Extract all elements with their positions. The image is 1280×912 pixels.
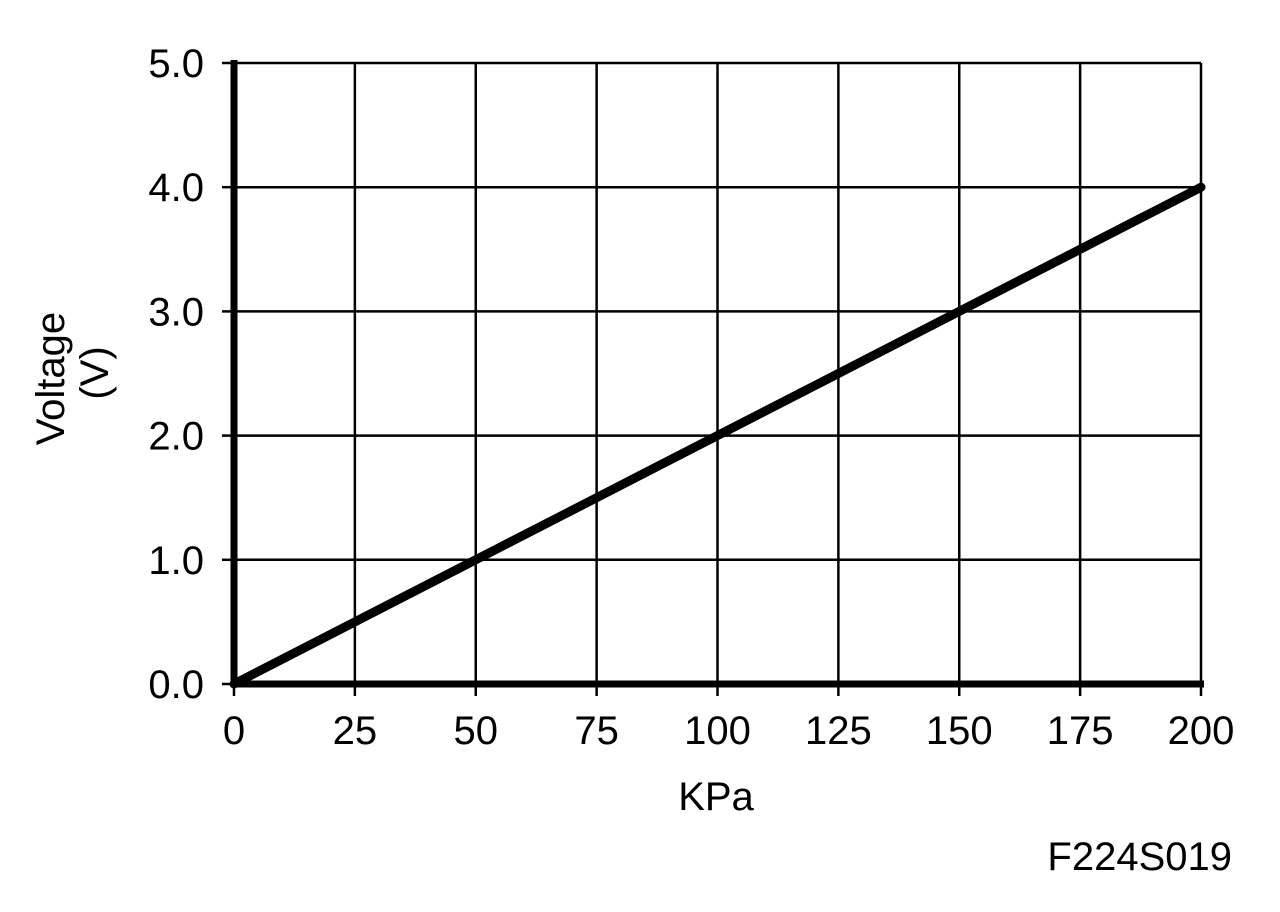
x-tick-label: 125 (805, 709, 872, 753)
y-tick-label: 2.0 (148, 415, 204, 459)
y-axis-title: Voltage (V) (29, 301, 117, 446)
series-line-0 (229, 182, 1206, 689)
y-tick-label: 5.0 (148, 42, 204, 86)
y-tick-label: 0.0 (148, 663, 204, 707)
x-axis-title: KPa (678, 775, 754, 819)
y-axis-title-line-2: (V) (73, 346, 117, 399)
x-tick-label: 150 (926, 709, 993, 753)
y-tick-labels: 0.0 1.0 2.0 3.0 4.0 5.0 (148, 42, 204, 707)
x-tick-label: 175 (1047, 709, 1114, 753)
y-tick-label: 4.0 (148, 166, 204, 210)
y-tick-label: 3.0 (148, 290, 204, 334)
figure-id: F224S019 (1047, 835, 1232, 879)
y-axis-title-line-1: Voltage (29, 312, 73, 445)
grid (234, 61, 1203, 684)
axes (222, 60, 1204, 696)
x-tick-label: 75 (574, 709, 619, 753)
series-layer (229, 182, 1206, 689)
x-tick-label: 100 (684, 709, 751, 753)
x-tick-label: 25 (333, 709, 378, 753)
x-tick-label: 200 (1168, 709, 1235, 753)
x-tick-label: 50 (454, 709, 499, 753)
y-tick-label: 1.0 (148, 539, 204, 583)
x-tick-labels: 0 25 50 75 100 125 150 175 200 (223, 709, 1235, 753)
x-tick-label: 0 (223, 709, 245, 753)
